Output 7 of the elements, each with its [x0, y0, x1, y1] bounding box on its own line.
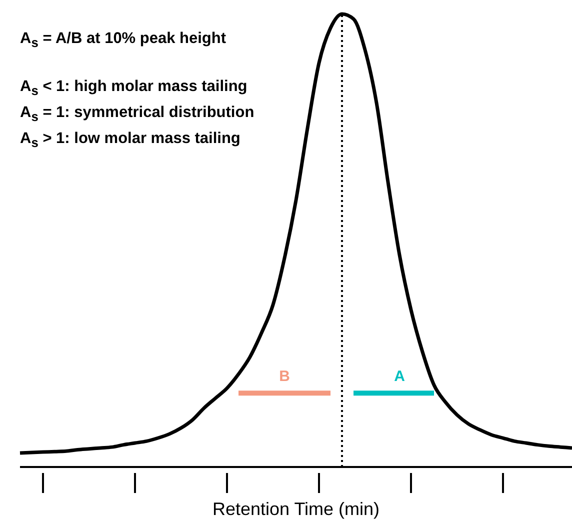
annotation: A$_{s}$ = 1: symmetrical distribution — [20, 103, 254, 126]
annotation: A$_{s}$ > 1: low molar mass tailing — [20, 129, 242, 152]
annotation: A$_{s}$ = A/B at 10% peak height — [20, 29, 228, 52]
series-label: B — [279, 368, 290, 386]
x-axis-title: Retention Time (min) — [212, 499, 380, 519]
series-label: A — [394, 368, 406, 386]
annotation: A$_{s}$ < 1: high molar mass tailing — [20, 77, 248, 100]
